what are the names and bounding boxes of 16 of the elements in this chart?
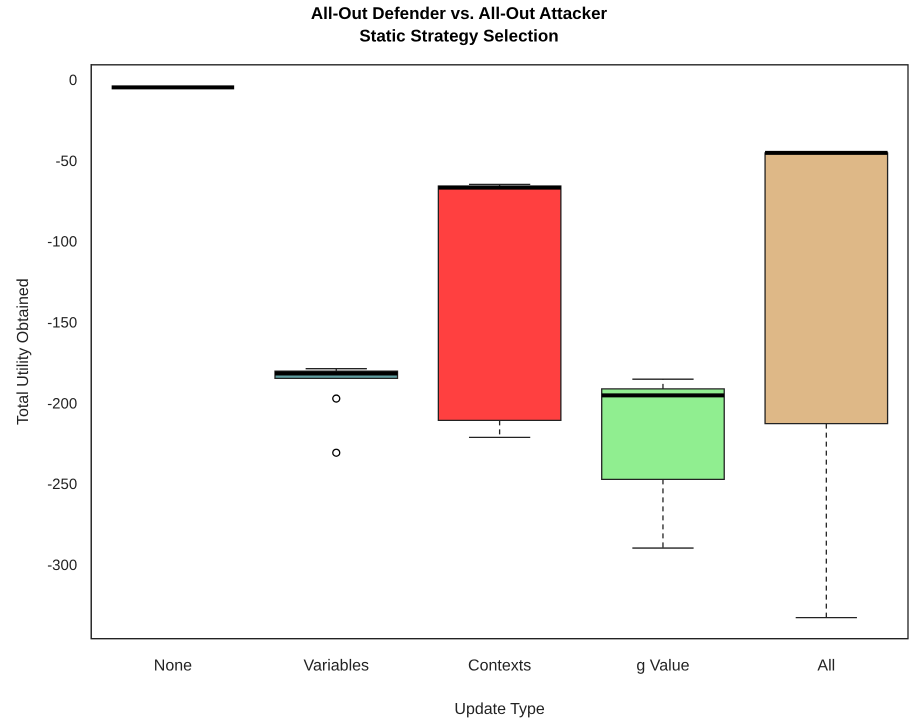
y-axis-title: Total Utility Obtained	[15, 278, 32, 426]
x-tick-label: None	[154, 658, 192, 675]
y-tick-label: -100	[47, 234, 78, 251]
x-tick-label: Contexts	[468, 658, 532, 675]
y-tick-label: -250	[47, 476, 78, 494]
x-tick-label: All	[817, 658, 836, 675]
y-tick-label: -300	[47, 557, 78, 574]
chart-title: All-Out Defender vs. All-Out Attacker	[310, 4, 608, 23]
x-tick-label: Variables	[304, 658, 370, 675]
x-tick-label: g Value	[636, 658, 690, 675]
y-tick-label: -50	[56, 152, 78, 170]
y-tick-label: -150	[47, 314, 78, 332]
x-axis-title: Update Type	[454, 700, 545, 718]
y-tick-label: 0	[68, 72, 78, 90]
y-tick-label: -200	[47, 395, 78, 412]
chart-subtitle: Static Strategy Selection	[359, 26, 559, 46]
